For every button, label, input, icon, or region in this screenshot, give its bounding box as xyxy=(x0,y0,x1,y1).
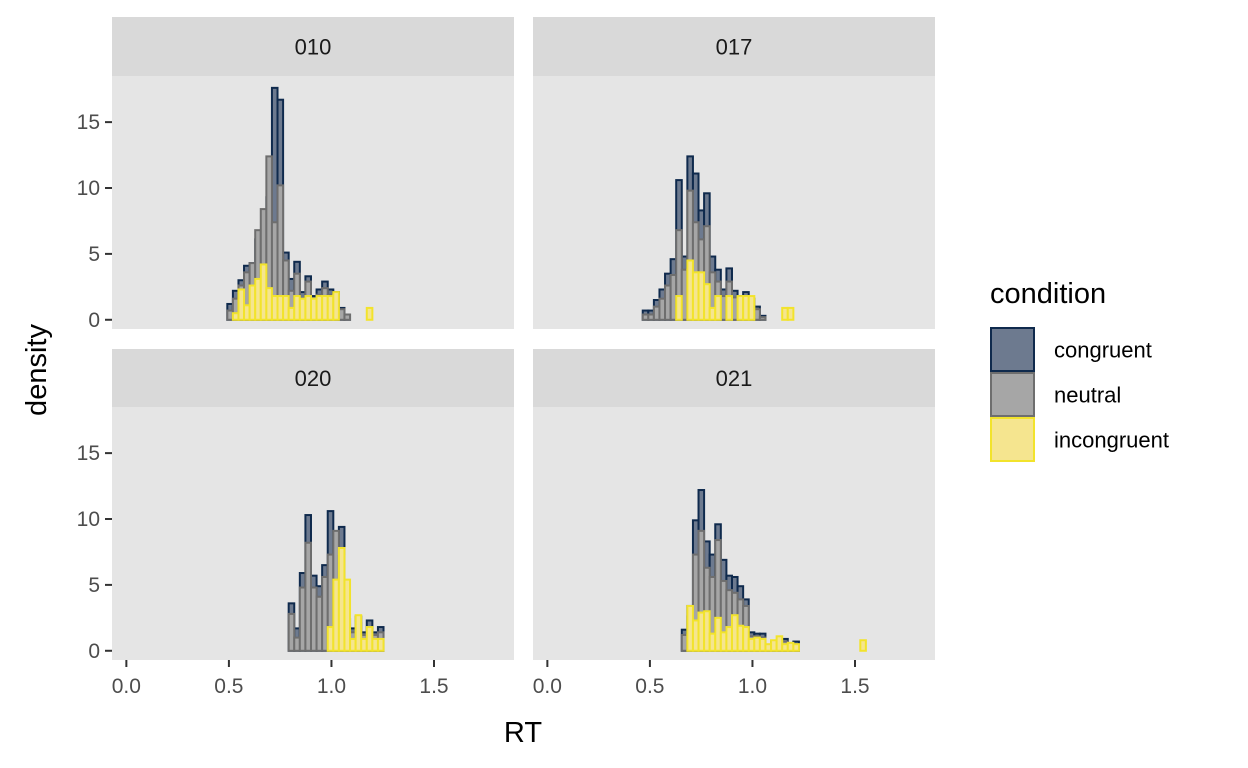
legend-key-congruent xyxy=(990,327,1035,372)
legend-label-incongruent: incongruent xyxy=(1054,428,1169,453)
axes: 0 5 10 15 0 5 10 15 0.0 0.5 1.0 1.5 0.0 0.5 1.0 1.5 xyxy=(77,111,870,698)
legend-item-incongruent: incongruent xyxy=(990,417,1169,462)
facet-strip xyxy=(112,349,514,407)
bar-incongruent xyxy=(747,295,756,321)
x-tick-label: 0.5 xyxy=(214,675,243,698)
panel-background xyxy=(533,76,935,329)
y-tick-label: 0 xyxy=(88,640,100,663)
facet-strip-label: 017 xyxy=(716,35,753,60)
legend-label-congruent: congruent xyxy=(1054,338,1152,363)
x-tick-label: 1.5 xyxy=(419,675,448,698)
x-axis-title: RT xyxy=(504,717,542,749)
x-tick-label: 0.5 xyxy=(635,675,664,698)
series-incongruent xyxy=(686,604,867,652)
legend-title: condition xyxy=(990,278,1106,310)
series-incongruent xyxy=(675,259,795,321)
series-incongruent xyxy=(326,546,385,652)
facet-strip-label: 010 xyxy=(295,35,332,60)
bar-incongruent xyxy=(725,295,733,321)
legend-item-congruent: congruent xyxy=(990,327,1152,372)
x-tick-label: 1.0 xyxy=(317,675,346,698)
y-axis-row-2: 0 5 10 15 xyxy=(77,442,112,663)
legend: condition congruent neutral incongruent xyxy=(990,278,1169,462)
bar-incongruent xyxy=(365,306,374,321)
y-tick-label: 10 xyxy=(77,177,100,200)
facet-strip-label: 020 xyxy=(295,366,332,391)
y-axis-row-1: 0 5 10 15 xyxy=(77,111,112,332)
facet-panel-020: 020 xyxy=(112,349,514,660)
facet-panels: 010 017 020 021 xyxy=(112,17,935,660)
bar-incongruent xyxy=(354,614,363,652)
facet-panel-021: 021 xyxy=(533,349,935,660)
bar-incongruent xyxy=(786,306,795,321)
bar-incongruent xyxy=(703,283,711,321)
legend-key-incongruent xyxy=(990,417,1035,462)
x-axis-col-2: 0.0 0.5 1.0 1.5 xyxy=(533,660,870,698)
legend-label-neutral: neutral xyxy=(1054,383,1121,408)
bar-incongruent xyxy=(332,291,340,321)
facet-strip xyxy=(112,17,514,76)
bar-incongruent xyxy=(343,578,352,652)
x-axis-col-1: 0.0 0.5 1.0 1.5 xyxy=(112,660,449,698)
x-tick-label: 0.0 xyxy=(533,675,562,698)
y-tick-label: 0 xyxy=(88,309,100,332)
bar-neutral xyxy=(287,612,296,652)
facet-panel-017: 017 xyxy=(533,17,935,329)
y-tick-label: 10 xyxy=(77,508,100,531)
bar-incongruent xyxy=(859,639,867,652)
bar-incongruent xyxy=(714,295,722,321)
bar-incongruent xyxy=(376,637,385,652)
facet-strip-label: 021 xyxy=(716,366,753,391)
y-tick-label: 5 xyxy=(88,574,100,597)
facet-strip xyxy=(533,17,935,76)
x-tick-label: 1.5 xyxy=(840,675,869,698)
y-axis-title: density xyxy=(21,324,53,416)
x-tick-label: 0.0 xyxy=(112,675,141,698)
bar-incongruent xyxy=(792,643,800,652)
y-tick-label: 15 xyxy=(77,111,100,134)
bar-incongruent xyxy=(703,610,711,652)
panel-background xyxy=(112,76,514,329)
x-tick-label: 1.0 xyxy=(738,675,767,698)
facet-strip xyxy=(533,349,935,407)
bar-incongruent xyxy=(675,295,683,321)
bar-neutral xyxy=(758,316,767,321)
y-tick-label: 15 xyxy=(77,442,100,465)
legend-item-neutral: neutral xyxy=(990,372,1121,417)
legend-key-neutral xyxy=(990,372,1035,417)
bar-neutral xyxy=(343,313,352,321)
series-incongruent xyxy=(231,263,374,321)
y-tick-label: 5 xyxy=(88,243,100,266)
facet-panel-010: 010 xyxy=(112,17,514,329)
